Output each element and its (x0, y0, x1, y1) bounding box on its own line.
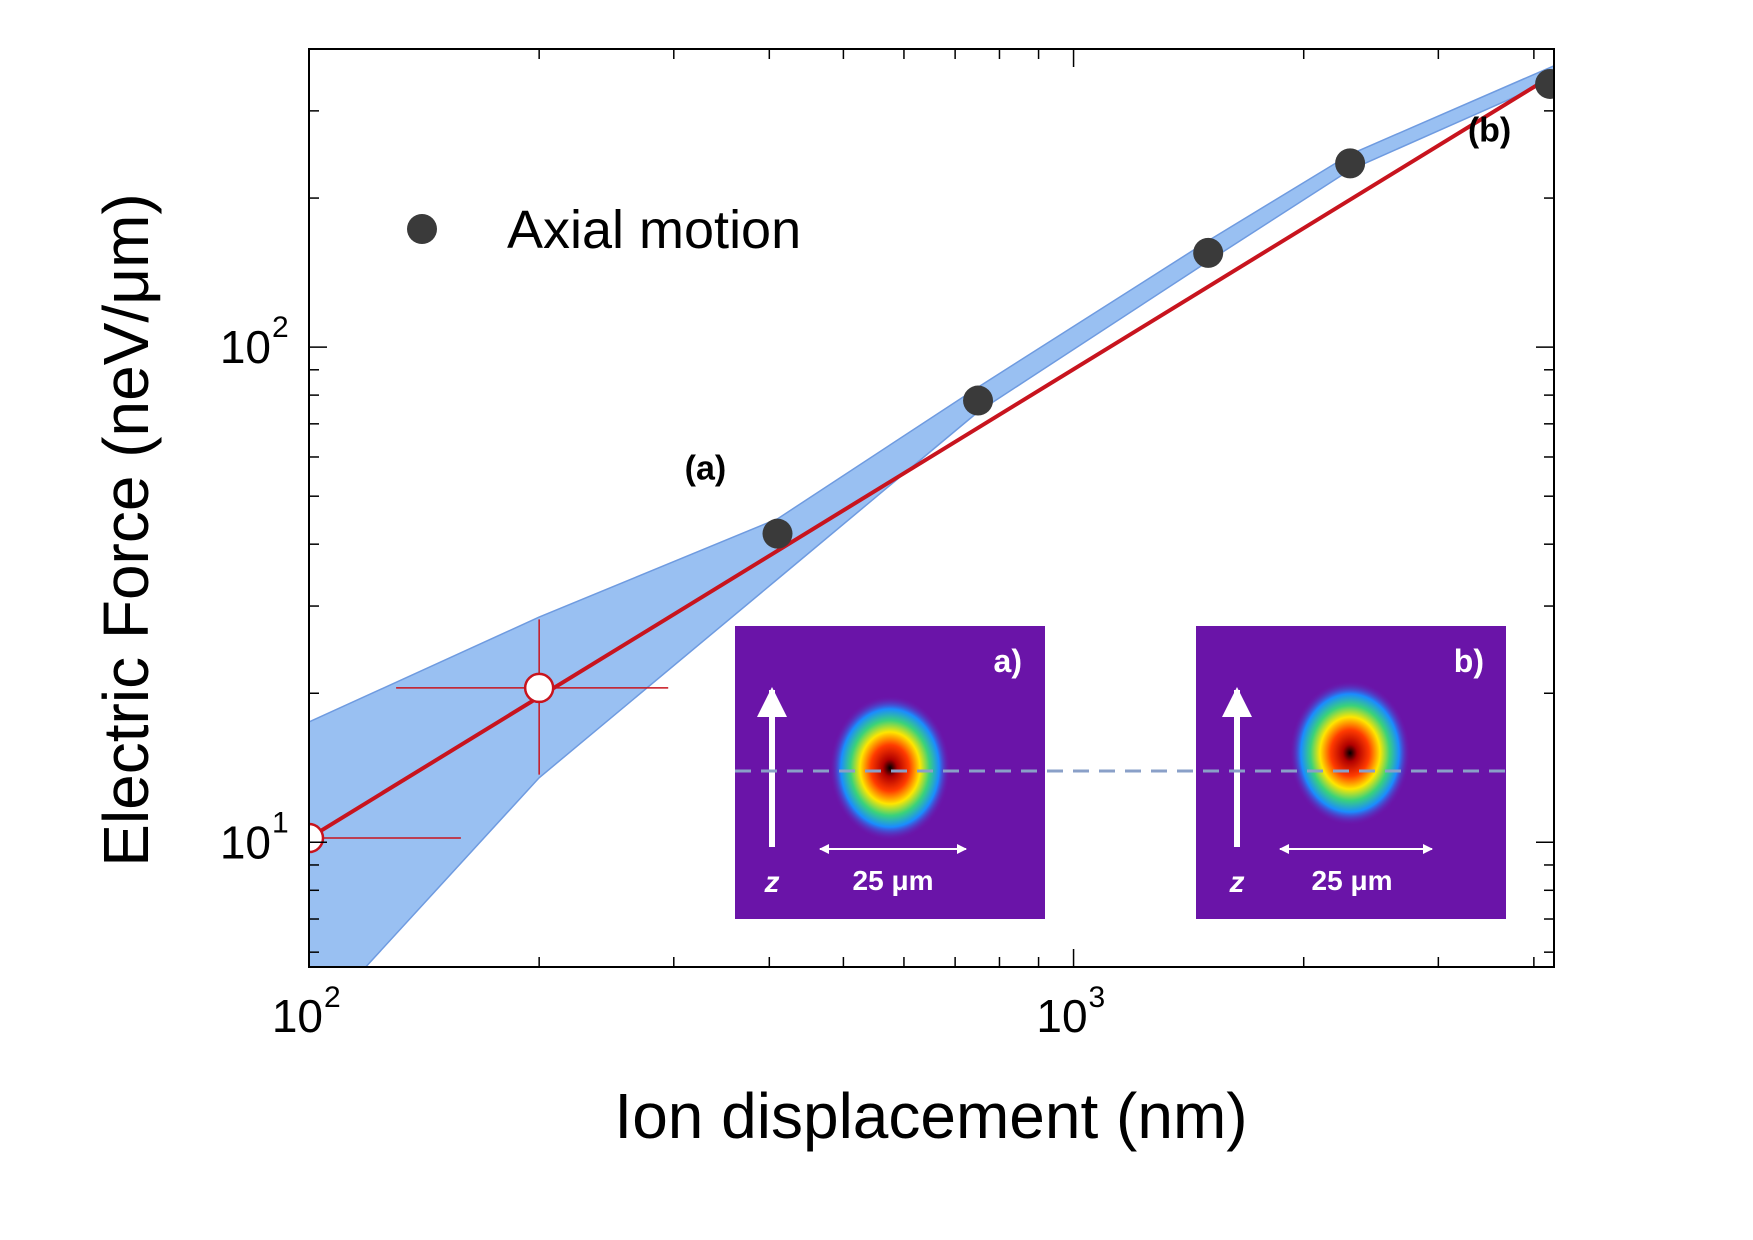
fit-line (309, 72, 1554, 840)
annotation-b: (b) (1468, 112, 1511, 150)
x-tick-label-100: 10 2 (272, 981, 341, 1042)
annotation-a: (a) (685, 450, 727, 488)
data-point-axial-motion (1193, 237, 1224, 268)
scale-bar-label: 25 μm (853, 865, 934, 896)
z-axis-label: z (1229, 866, 1245, 899)
ion-blob (1290, 681, 1410, 825)
data-point-axial-motion (963, 385, 994, 416)
y-tick-base: 10 (220, 321, 271, 373)
y-tick-exponent: 2 (272, 311, 289, 344)
x-tick-label-1000: 10 3 (1036, 981, 1105, 1042)
x-tick-base: 10 (1036, 990, 1087, 1042)
data-point-axial-motion (762, 518, 793, 549)
plot-area (309, 64, 1554, 967)
plot-frame (308, 48, 1555, 968)
y-tick-base: 10 (220, 816, 271, 868)
y-tick-label-10: 10 1 (220, 806, 289, 868)
data-point-axial-motion (1535, 68, 1554, 99)
x-axis-label: Ion displacement (nm) (614, 1080, 1247, 1152)
inset-label: a) (994, 643, 1022, 679)
inset-image-b: z 25 μm b) (1196, 626, 1506, 919)
confidence-band (309, 64, 1554, 967)
inset-image-a: z 25 μm a) (735, 626, 1045, 919)
legend-marker-axial-motion (407, 214, 437, 244)
x-tick-base: 10 (272, 990, 323, 1042)
y-axis-label: Electric Force (neV/μm) (90, 193, 162, 866)
extrapolated-point (309, 822, 325, 854)
legend-label-axial-motion: Axial motion (507, 200, 801, 260)
inset-label: b) (1454, 643, 1484, 679)
scale-bar-label: 25 μm (1312, 865, 1393, 896)
x-tick-exponent: 3 (1089, 981, 1106, 1014)
legend: Axial motion (407, 200, 801, 260)
data-point-axial-motion (1335, 148, 1366, 179)
axis-ticks (308, 48, 1554, 967)
z-axis-label: z (764, 866, 780, 899)
extrapolated-point (523, 672, 555, 704)
y-tick-label-100: 10 2 (220, 311, 289, 373)
x-tick-exponent: 2 (324, 981, 341, 1014)
ion-blob (830, 696, 950, 840)
y-tick-exponent: 1 (272, 806, 289, 839)
